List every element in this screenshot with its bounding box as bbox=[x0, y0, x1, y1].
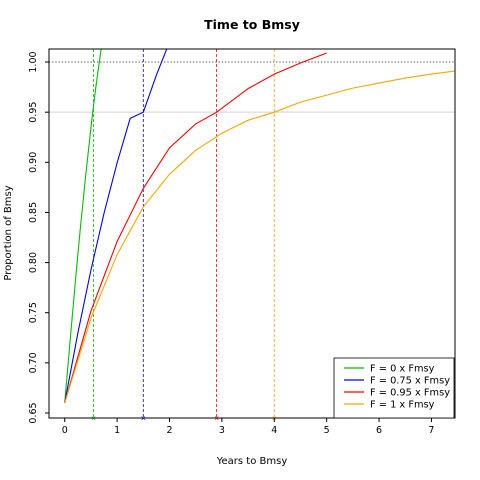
series-line-1 bbox=[64, 49, 168, 404]
y-tick-label-6: 0.95 bbox=[28, 102, 39, 123]
x-tick-label-3: 3 bbox=[219, 425, 225, 436]
plot-area: ××××012345670.650.700.750.800.850.900.95… bbox=[28, 48, 456, 436]
y-tick-label-2: 0.75 bbox=[28, 302, 39, 323]
legend-label-1: F = 0.75 x Fmsy bbox=[370, 376, 450, 387]
plot-frame bbox=[48, 48, 456, 419]
x-tick-label-6: 6 bbox=[376, 425, 382, 436]
y-tick-label-7: 1.00 bbox=[28, 51, 39, 72]
x-tick-label-5: 5 bbox=[324, 425, 330, 436]
legend-label-3: F = 1 x Fmsy bbox=[370, 400, 435, 411]
x-tick-label-0: 0 bbox=[62, 425, 68, 436]
chart-title: Time to Bmsy bbox=[204, 17, 300, 32]
x-axis-label: Years to Bmsy bbox=[216, 456, 288, 467]
y-tick-label-4: 0.85 bbox=[28, 202, 39, 223]
legend-label-2: F = 0.95 x Fmsy bbox=[370, 388, 450, 399]
y-tick-label-0: 0.65 bbox=[28, 402, 39, 423]
x-tick-label-7: 7 bbox=[428, 425, 434, 436]
x-tick-label-1: 1 bbox=[114, 425, 120, 436]
series-line-0 bbox=[64, 49, 102, 404]
y-tick-label-1: 0.70 bbox=[28, 352, 39, 373]
y-tick-label-5: 0.90 bbox=[28, 152, 39, 173]
y-axis-label: Proportion of Bmsy bbox=[3, 185, 14, 280]
y-tick-label-3: 0.80 bbox=[28, 252, 39, 273]
series-line-2 bbox=[64, 52, 327, 404]
legend-label-0: F = 0 x Fmsy bbox=[370, 364, 435, 375]
x-tick-label-2: 2 bbox=[166, 425, 172, 436]
x-tick-label-4: 4 bbox=[271, 425, 277, 436]
series-line-3 bbox=[64, 70, 455, 404]
